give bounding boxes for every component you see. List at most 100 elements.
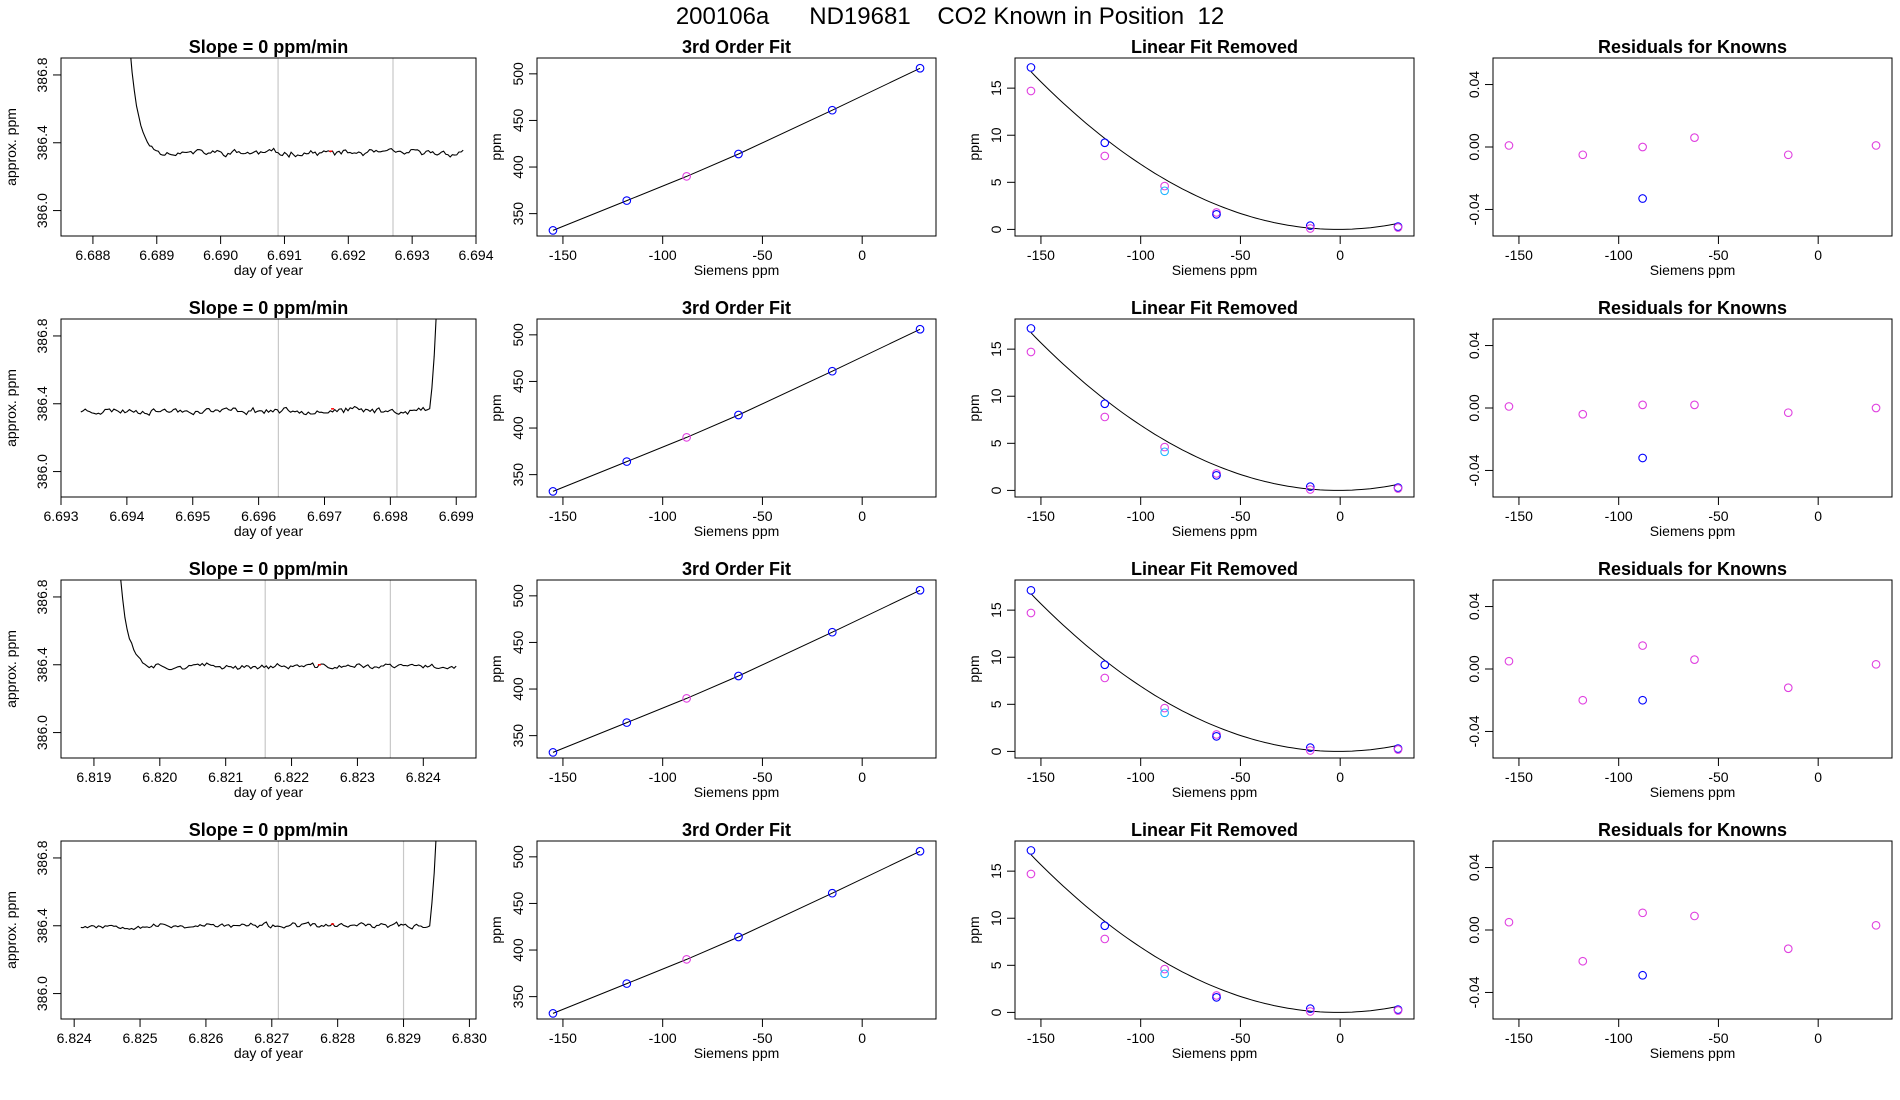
data-point [1100,151,1110,161]
data-point [1026,869,1036,879]
data-point [827,366,837,376]
panel-0-2-scatter: Linear Fit Removed -150 -100 -50 0 Siemens pp… [966,37,1415,278]
data-point [682,955,691,964]
data-point [1504,141,1514,150]
data-point [1212,992,1221,1002]
data-point [1212,209,1221,219]
data-point [1690,133,1699,142]
x-tick-label: 0 [1336,247,1344,263]
x-tick-label: -50 [1708,247,1728,263]
x-tick-label: -50 [1708,508,1728,524]
data-point [1638,453,1647,463]
y-tick-label: 400 [510,938,526,962]
x-tick-label: -150 [1027,508,1055,524]
panel-title: Residuals for Knowns [1598,820,1787,840]
x-tick-label: 6.828 [320,1030,355,1046]
data-point [1783,944,1793,954]
y-tick-label: 500 [510,845,526,869]
data-point [622,979,632,988]
x-tick-label: 0 [1814,1030,1822,1046]
x-tick-label: -50 [1708,1030,1728,1046]
data-point [1638,400,1647,410]
x-tick-label: 0 [1336,769,1344,785]
x-tick-label: 6.696 [241,508,276,524]
series-line [80,841,437,931]
x-tick-label: 6.690 [203,247,238,263]
x-axis-label: day of year [234,784,304,800]
plot-frame [60,318,477,498]
data-point [827,888,837,898]
data-point [1160,447,1169,457]
x-tick-label: 6.827 [254,1030,289,1046]
data-point [915,63,925,73]
data-point [1305,221,1315,230]
y-tick-label: 0.04 [1466,593,1482,620]
data-point [682,694,691,703]
panel-0-1-scatter: 3rd Order Fit -150 -100 -50 0 Siemens ppm 350 4… [488,37,937,278]
y-tick-label: 386.8 [34,579,50,614]
x-axis-label: day of year [234,523,304,539]
y-tick-label: 386.8 [34,57,50,92]
y-tick-label: 5 [988,700,1004,708]
y-axis-label: ppm [966,916,982,943]
data-point [1690,400,1699,410]
data-point [1100,673,1110,683]
y-tick-label: 450 [510,892,526,916]
x-tick-label: -100 [649,247,677,263]
data-point [734,932,743,942]
data-point [915,846,925,856]
y-tick-label: 15 [988,863,1004,879]
x-tick-label: -50 [752,1030,772,1046]
plot-area [1504,133,1881,203]
plot-area [1504,641,1881,705]
panel-title: 3rd Order Fit [682,37,791,57]
data-point [1026,347,1036,357]
x-axis-label: Siemens ppm [1172,523,1258,539]
y-tick-label: 5 [988,961,1004,969]
data-point [1100,921,1110,931]
x-tick-label: 6.829 [386,1030,421,1046]
data-point [1212,470,1221,480]
x-tick-label: -50 [1230,508,1250,524]
x-tick-label: 6.692 [331,247,366,263]
fit-curve [1030,332,1399,491]
x-tick-label: -100 [649,1030,677,1046]
x-tick-label: -150 [1505,247,1533,263]
plot-frame [1492,579,1893,759]
y-tick-label: 15 [988,341,1004,357]
data-point [1026,63,1036,72]
x-tick-label: 6.688 [75,247,110,263]
x-axis-label: Siemens ppm [1172,784,1258,800]
fit-curve [552,589,921,753]
data-point [1100,412,1110,422]
x-tick-label: -50 [752,247,772,263]
plot-area [130,58,464,236]
x-tick-label: 0 [1814,508,1822,524]
y-tick-label: 10 [988,388,1004,404]
x-tick-label: -50 [1230,769,1250,785]
x-tick-label: 0 [1336,1030,1344,1046]
data-point [1638,695,1647,705]
x-axis-label: Siemens ppm [694,784,780,800]
x-axis-label: Siemens ppm [1650,523,1736,539]
data-point [1783,683,1793,693]
y-tick-label: 350 [510,463,526,487]
data-point [1100,138,1110,148]
y-axis-label: ppm [488,916,504,943]
data-point [1160,964,1169,974]
panel-1-2-scatter: Linear Fit Removed -150 -100 -50 0 Siemens pp… [966,298,1415,539]
y-axis-label: approx. ppm [3,369,19,447]
plot-frame [60,840,477,1020]
data-point [1638,641,1647,650]
data-point [1638,970,1647,980]
data-point [1871,141,1881,150]
y-axis-label: ppm [488,394,504,421]
panel-2-2-scatter: Linear Fit Removed -150 -100 -50 0 Siemens pp… [966,559,1415,800]
x-tick-label: -100 [1127,247,1155,263]
plot-frame [1492,318,1893,498]
panel-2-3-scatter: Residuals for Knowns -150 -100 -50 0 Siemens … [1466,559,1893,800]
plot-frame [536,318,937,498]
panel-2-1-scatter: 3rd Order Fit -150 -100 -50 0 Siemens ppm 350 4… [488,559,937,800]
data-point [1160,442,1169,452]
x-tick-label: 6.698 [373,508,408,524]
